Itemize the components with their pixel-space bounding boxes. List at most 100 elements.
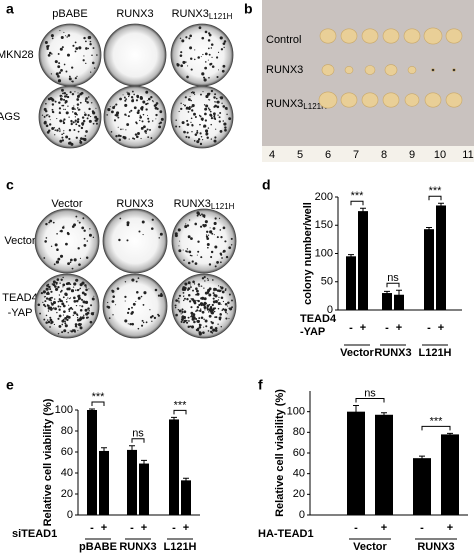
colony: [109, 105, 111, 107]
colony: [190, 306, 193, 309]
tumor: [382, 28, 400, 44]
error-bar: [353, 404, 359, 418]
colony: [137, 327, 140, 330]
colony: [193, 283, 196, 285]
colony: [194, 262, 198, 265]
colony: [43, 257, 46, 259]
colony: [147, 136, 150, 138]
colony: [62, 304, 66, 308]
colony: [205, 325, 208, 328]
colony: [72, 44, 75, 47]
colony: [185, 108, 188, 110]
error-bar: [183, 477, 189, 483]
colony: [198, 325, 202, 329]
colony: [60, 229, 63, 233]
colony: [56, 311, 58, 314]
colony: [96, 54, 98, 56]
colony: [64, 310, 66, 312]
colony: [203, 306, 207, 309]
colony: [206, 136, 209, 139]
colony: [181, 311, 184, 314]
colony: [179, 37, 182, 40]
colony: [79, 140, 83, 144]
colony: [217, 323, 219, 325]
colony: [132, 302, 136, 306]
colony: [195, 317, 198, 321]
colony: [44, 240, 47, 243]
colony: [122, 128, 124, 130]
colony: [51, 103, 55, 106]
bar: [413, 458, 431, 515]
colony: [203, 287, 205, 289]
colony: [58, 107, 62, 110]
colony: [91, 61, 95, 65]
colony: [79, 317, 83, 321]
colony: [214, 307, 217, 310]
colony: [67, 331, 69, 334]
colony: [206, 243, 210, 246]
colony: [56, 248, 59, 251]
error-bar: [384, 290, 390, 295]
colony: [77, 323, 81, 326]
colony: [206, 306, 209, 310]
colony: [61, 133, 63, 136]
colony: [57, 79, 62, 83]
colony: [225, 311, 227, 314]
colony: [107, 305, 111, 309]
colony: [206, 291, 210, 294]
colony: [199, 302, 204, 306]
colony: [127, 95, 130, 98]
colony: [222, 120, 225, 122]
colony: [151, 218, 154, 221]
colony: [199, 123, 201, 126]
colony: [73, 296, 76, 300]
colony: [211, 308, 215, 312]
colony: [72, 286, 75, 288]
colony: [59, 29, 61, 32]
colony: [92, 298, 95, 301]
colony: [137, 296, 141, 300]
colony: [181, 315, 185, 319]
y-tick-label: 0: [327, 304, 333, 316]
colony: [188, 320, 190, 322]
colony: [142, 113, 145, 116]
colony: [57, 52, 60, 55]
colony: [117, 134, 121, 137]
colony: [74, 121, 76, 123]
colony: [59, 306, 62, 308]
colony: [75, 304, 78, 307]
colony: [57, 332, 60, 335]
colony: [146, 128, 149, 131]
colony: [139, 119, 141, 122]
colony: [158, 122, 161, 125]
colony: [45, 287, 49, 291]
colony: [39, 312, 42, 315]
colony: [84, 308, 88, 312]
colony: [221, 257, 223, 259]
colony: [207, 277, 209, 280]
colony: [196, 306, 200, 309]
error-bar: [101, 447, 107, 455]
colony: [54, 129, 57, 131]
colony: [180, 313, 182, 315]
colony: [51, 283, 54, 285]
colony: [214, 222, 216, 224]
colony: [78, 294, 81, 298]
colony: [159, 110, 163, 114]
colony: [204, 319, 208, 323]
colony: [82, 119, 86, 123]
colony: [89, 40, 92, 43]
colony: [147, 120, 150, 123]
colony: [64, 108, 66, 111]
colony: [220, 236, 223, 239]
colony: [76, 318, 80, 322]
colony: [176, 63, 179, 66]
colony: [208, 76, 210, 79]
colony: [187, 111, 190, 113]
colony: [197, 56, 200, 59]
colony: [42, 301, 44, 303]
colony: [212, 297, 215, 300]
colony: [73, 129, 76, 132]
colony: [71, 111, 74, 113]
colony: [160, 117, 164, 121]
